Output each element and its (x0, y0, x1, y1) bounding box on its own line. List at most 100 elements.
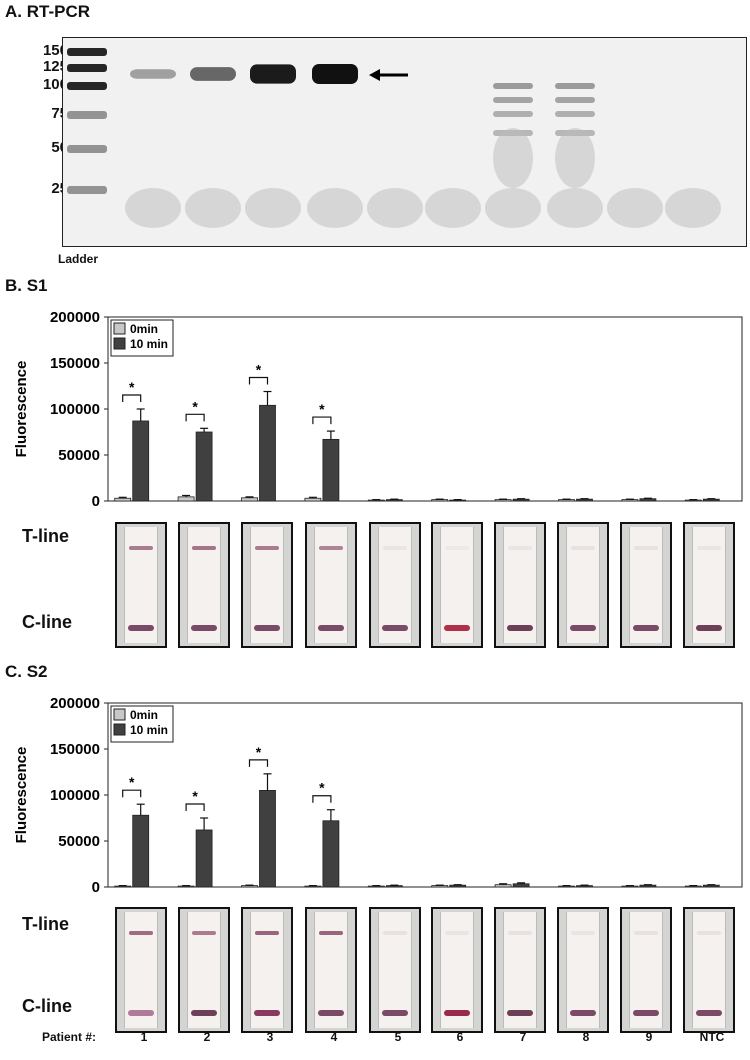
test-line (192, 931, 216, 935)
bar-0min (367, 885, 385, 888)
ladder-band (67, 111, 107, 119)
bar-10min (702, 498, 720, 502)
control-line (570, 625, 596, 631)
arrow-head-icon (369, 69, 380, 81)
test-line (319, 546, 343, 550)
bar-10min (449, 884, 467, 888)
patient-id-label: 4 (330, 1030, 338, 1044)
significance-star: * (256, 744, 262, 760)
lateral-flow-strip (305, 907, 357, 1033)
lane-smear (245, 188, 301, 228)
lateral-flow-strip (305, 522, 357, 648)
patient-id-label: NTC (699, 1030, 725, 1044)
lane-smear (547, 188, 603, 228)
lateral-flow-strip (494, 907, 546, 1033)
strip-pad (629, 527, 663, 643)
significance-star: * (319, 401, 325, 417)
lane-smear (555, 128, 595, 188)
control-line (444, 1010, 470, 1016)
control-line (570, 1010, 596, 1016)
control-line (633, 1010, 659, 1016)
test-line (445, 546, 469, 550)
y-axis-label: Fluorescence (13, 361, 30, 458)
significance-bracket (185, 803, 205, 811)
bar-10min (132, 814, 150, 888)
chart-s1-svg: 0 50000 100000 150000 200000 Fluorescence * * * *… (13, 309, 743, 510)
legend-label: 0min (130, 322, 158, 336)
bar-10min (259, 790, 276, 888)
nonspecific-band (555, 97, 595, 103)
bar-0min (304, 497, 322, 502)
lateral-flow-strip (115, 907, 167, 1033)
legend-swatch (113, 723, 126, 736)
control-line (191, 625, 217, 631)
control-line (254, 1010, 280, 1016)
bar-0min (431, 499, 449, 502)
ladder-size-label: 100 (42, 76, 68, 93)
lateral-flow-strip (178, 907, 230, 1033)
control-line (128, 1010, 154, 1016)
test-line (255, 931, 279, 935)
significance-star: * (192, 788, 198, 804)
patient-id-label: 7 (519, 1030, 527, 1044)
lateral-flow-strip (620, 522, 672, 648)
significance-bracket (185, 413, 205, 422)
strip-pad (566, 912, 600, 1028)
y-axis-label: Fluorescence (13, 747, 30, 844)
lateral-flow-strip (178, 522, 230, 648)
lateral-flow-strip (431, 907, 483, 1033)
bar-10min (385, 885, 403, 888)
lane-smear (665, 188, 721, 228)
test-line (129, 546, 153, 550)
legend-label: 0min (130, 708, 158, 722)
patient-id-label: 8 (582, 1030, 590, 1044)
lateral-flow-strip (115, 522, 167, 648)
gel-svg (67, 48, 721, 228)
lateral-flow-strip (683, 907, 735, 1033)
lane-smear (493, 128, 533, 188)
control-line (191, 1010, 217, 1016)
lane-smear (185, 188, 241, 228)
lateral-flow-strip (431, 522, 483, 648)
significance-bracket (248, 759, 269, 767)
significance-star: * (129, 379, 135, 395)
ladder-size-label: 125 (42, 58, 68, 75)
test-line (508, 546, 532, 550)
bar-10min (132, 420, 150, 502)
strip-pad (692, 912, 726, 1028)
product-band (250, 64, 296, 84)
panel-a-title: A. RT-PCR (5, 2, 90, 21)
y-tick-label: 100000 (50, 401, 100, 418)
ladder-label: Ladder (58, 252, 99, 266)
legend-label: 10 min (130, 337, 168, 351)
control-line (318, 1010, 344, 1016)
ladder-band (67, 186, 107, 194)
s2-c-line-label: C-line (22, 996, 73, 1016)
strip-pad (440, 527, 474, 643)
ladder-band (67, 64, 107, 72)
test-line (383, 546, 407, 550)
bar-10min (702, 884, 720, 888)
nonspecific-band (555, 111, 595, 117)
strip-pad (629, 912, 663, 1028)
control-line (318, 625, 344, 631)
nonspecific-band (555, 83, 595, 89)
bar-0min (304, 885, 322, 888)
test-line (445, 931, 469, 935)
bar-0min (621, 499, 639, 502)
significance-star: * (192, 398, 198, 414)
y-tick-label: 0 (92, 879, 100, 896)
strip-pad (440, 912, 474, 1028)
bar-0min (241, 497, 258, 502)
bar-0min (241, 885, 258, 888)
bar-0min (494, 884, 512, 888)
y-tick-label: 150000 (50, 355, 100, 372)
legend-swatch (113, 708, 126, 721)
nonspecific-band (493, 83, 533, 89)
bar-0min (431, 885, 449, 888)
control-line (696, 625, 722, 631)
test-line (383, 931, 407, 935)
lane-smear (367, 188, 423, 228)
control-line (382, 1010, 408, 1016)
bar-10min (322, 438, 340, 502)
